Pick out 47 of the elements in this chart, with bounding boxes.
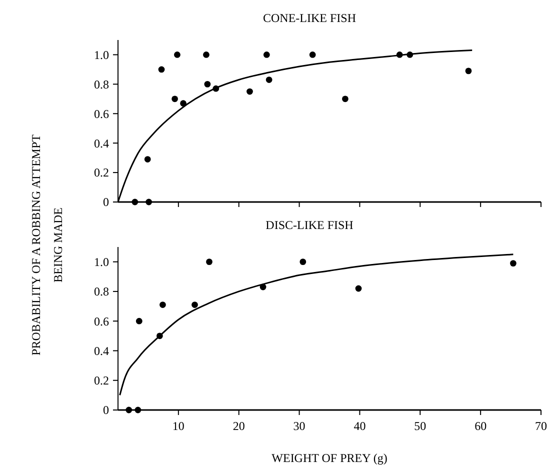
point bbox=[204, 80, 211, 88]
point bbox=[309, 52, 316, 58]
point bbox=[246, 88, 253, 95]
chart-title: DISC-LIKE FISH bbox=[266, 218, 354, 232]
point bbox=[192, 302, 198, 308]
point bbox=[134, 406, 142, 414]
y-tick-label: 0 bbox=[103, 403, 109, 418]
point bbox=[510, 260, 516, 266]
y-tick-label: 0.6 bbox=[94, 106, 109, 121]
point bbox=[158, 66, 165, 73]
x-tick-label: 20 bbox=[232, 419, 245, 433]
x-tick-label: 10 bbox=[172, 419, 184, 433]
point bbox=[136, 318, 142, 324]
x-tick-label: 40 bbox=[354, 419, 366, 433]
x-tick-label: 70 bbox=[535, 419, 547, 433]
x-tick-label: 30 bbox=[293, 419, 306, 433]
point bbox=[203, 52, 210, 58]
point bbox=[132, 198, 138, 206]
point bbox=[126, 406, 132, 414]
point bbox=[160, 302, 166, 308]
point bbox=[355, 285, 362, 292]
y-tick-label: 0.8 bbox=[94, 77, 109, 92]
x-axis-title: WEIGHT OF PREY (g) bbox=[272, 451, 388, 465]
point bbox=[180, 100, 186, 107]
x-tick-label: 60 bbox=[474, 419, 487, 433]
point bbox=[144, 156, 151, 162]
y-tick-label: 0.8 bbox=[94, 284, 109, 299]
x-tick-label: 50 bbox=[414, 419, 426, 433]
y-tick-label: 0 bbox=[103, 195, 109, 210]
y-tick-label: 1.0 bbox=[94, 48, 109, 62]
point bbox=[300, 258, 306, 266]
y-tick-label: 0.2 bbox=[94, 374, 109, 388]
y-tick-label: 0.4 bbox=[94, 136, 109, 150]
point bbox=[146, 198, 152, 206]
y-tick-label: 0.6 bbox=[94, 314, 109, 328]
point bbox=[206, 258, 212, 266]
y-tick-label: 1.0 bbox=[94, 255, 109, 270]
point bbox=[342, 96, 348, 102]
y-axis-title: PROBABILITY OF A ROBBING ATTEMPT BEING MADE bbox=[29, 134, 65, 356]
point bbox=[172, 96, 178, 102]
point bbox=[465, 68, 472, 74]
y-tick-label: 0.2 bbox=[94, 166, 109, 180]
point bbox=[263, 52, 270, 58]
point bbox=[266, 76, 272, 83]
point bbox=[174, 52, 180, 58]
chart-title: CONE-LIKE FISH bbox=[263, 11, 356, 25]
y-tick-label: 0.4 bbox=[94, 344, 109, 358]
